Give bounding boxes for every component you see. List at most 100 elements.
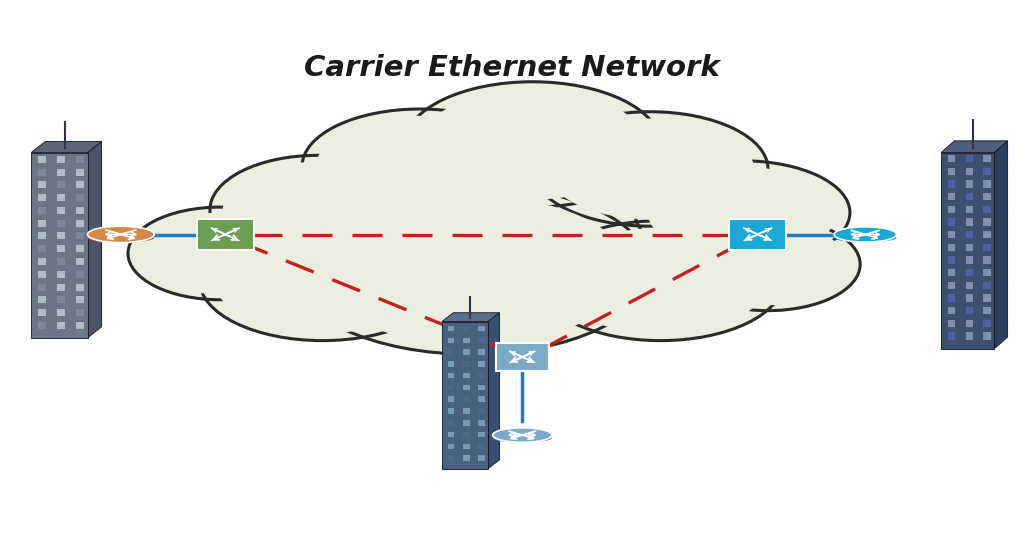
FancyBboxPatch shape [948, 205, 955, 213]
FancyBboxPatch shape [57, 232, 66, 239]
FancyBboxPatch shape [966, 193, 973, 201]
FancyBboxPatch shape [447, 420, 455, 426]
FancyBboxPatch shape [76, 309, 84, 316]
FancyBboxPatch shape [57, 271, 66, 278]
Polygon shape [88, 142, 101, 338]
FancyBboxPatch shape [478, 455, 485, 461]
FancyBboxPatch shape [76, 296, 84, 304]
FancyBboxPatch shape [463, 326, 469, 331]
Ellipse shape [292, 185, 650, 354]
FancyBboxPatch shape [38, 309, 46, 316]
FancyBboxPatch shape [983, 294, 991, 301]
FancyBboxPatch shape [948, 319, 955, 327]
FancyBboxPatch shape [478, 326, 485, 331]
FancyBboxPatch shape [948, 168, 955, 175]
FancyBboxPatch shape [966, 180, 973, 187]
FancyBboxPatch shape [496, 343, 549, 371]
FancyBboxPatch shape [447, 385, 455, 390]
FancyBboxPatch shape [966, 256, 973, 264]
Text: Carrier Ethernet Network: Carrier Ethernet Network [304, 54, 720, 82]
FancyBboxPatch shape [983, 244, 991, 251]
FancyBboxPatch shape [966, 332, 973, 340]
FancyBboxPatch shape [478, 420, 485, 426]
FancyBboxPatch shape [197, 219, 254, 250]
FancyBboxPatch shape [76, 168, 84, 175]
FancyBboxPatch shape [966, 244, 973, 251]
FancyBboxPatch shape [948, 282, 955, 289]
FancyBboxPatch shape [447, 361, 455, 367]
FancyBboxPatch shape [983, 193, 991, 201]
FancyBboxPatch shape [941, 153, 994, 349]
FancyBboxPatch shape [983, 180, 991, 187]
FancyBboxPatch shape [966, 218, 973, 226]
FancyBboxPatch shape [38, 271, 46, 278]
FancyBboxPatch shape [447, 455, 455, 461]
Ellipse shape [316, 116, 523, 216]
Ellipse shape [210, 155, 425, 264]
Ellipse shape [404, 82, 660, 207]
FancyBboxPatch shape [76, 232, 84, 239]
FancyBboxPatch shape [478, 396, 485, 402]
FancyBboxPatch shape [447, 373, 455, 378]
FancyBboxPatch shape [447, 444, 455, 449]
FancyBboxPatch shape [463, 373, 469, 378]
FancyBboxPatch shape [442, 322, 487, 469]
Ellipse shape [538, 221, 783, 341]
FancyBboxPatch shape [463, 408, 469, 414]
FancyBboxPatch shape [76, 322, 84, 329]
FancyBboxPatch shape [463, 455, 469, 461]
FancyBboxPatch shape [966, 155, 973, 162]
FancyBboxPatch shape [966, 269, 973, 276]
Ellipse shape [214, 228, 431, 334]
Ellipse shape [648, 167, 837, 258]
FancyBboxPatch shape [57, 296, 66, 304]
FancyBboxPatch shape [463, 361, 469, 367]
FancyBboxPatch shape [38, 207, 46, 214]
FancyBboxPatch shape [948, 231, 955, 238]
FancyBboxPatch shape [76, 283, 84, 290]
FancyBboxPatch shape [76, 194, 84, 201]
Ellipse shape [835, 233, 896, 242]
FancyBboxPatch shape [463, 420, 469, 426]
Ellipse shape [302, 109, 538, 223]
FancyBboxPatch shape [57, 207, 66, 214]
FancyBboxPatch shape [983, 218, 991, 226]
FancyBboxPatch shape [76, 245, 84, 252]
FancyBboxPatch shape [57, 194, 66, 201]
FancyBboxPatch shape [948, 256, 955, 264]
Ellipse shape [128, 207, 312, 300]
Ellipse shape [87, 233, 155, 243]
FancyBboxPatch shape [478, 444, 485, 449]
FancyBboxPatch shape [32, 153, 88, 338]
FancyBboxPatch shape [57, 258, 66, 265]
FancyBboxPatch shape [38, 168, 46, 175]
FancyBboxPatch shape [478, 361, 485, 367]
FancyBboxPatch shape [983, 155, 991, 162]
FancyBboxPatch shape [463, 349, 469, 355]
Ellipse shape [493, 434, 552, 443]
FancyBboxPatch shape [463, 385, 469, 390]
FancyBboxPatch shape [966, 307, 973, 314]
Polygon shape [442, 313, 500, 322]
FancyBboxPatch shape [966, 282, 973, 289]
Ellipse shape [635, 161, 850, 264]
FancyBboxPatch shape [983, 307, 991, 314]
FancyBboxPatch shape [76, 207, 84, 214]
FancyBboxPatch shape [38, 232, 46, 239]
FancyBboxPatch shape [447, 337, 455, 343]
FancyBboxPatch shape [983, 332, 991, 340]
FancyBboxPatch shape [57, 168, 66, 175]
FancyBboxPatch shape [76, 181, 84, 189]
FancyBboxPatch shape [447, 432, 455, 437]
Ellipse shape [676, 218, 860, 311]
Ellipse shape [493, 428, 552, 443]
FancyBboxPatch shape [447, 349, 455, 355]
FancyBboxPatch shape [948, 332, 955, 340]
FancyBboxPatch shape [447, 326, 455, 331]
FancyBboxPatch shape [57, 245, 66, 252]
Polygon shape [994, 141, 1008, 349]
FancyBboxPatch shape [57, 283, 66, 290]
FancyBboxPatch shape [478, 408, 485, 414]
FancyBboxPatch shape [729, 219, 786, 250]
FancyBboxPatch shape [983, 269, 991, 276]
